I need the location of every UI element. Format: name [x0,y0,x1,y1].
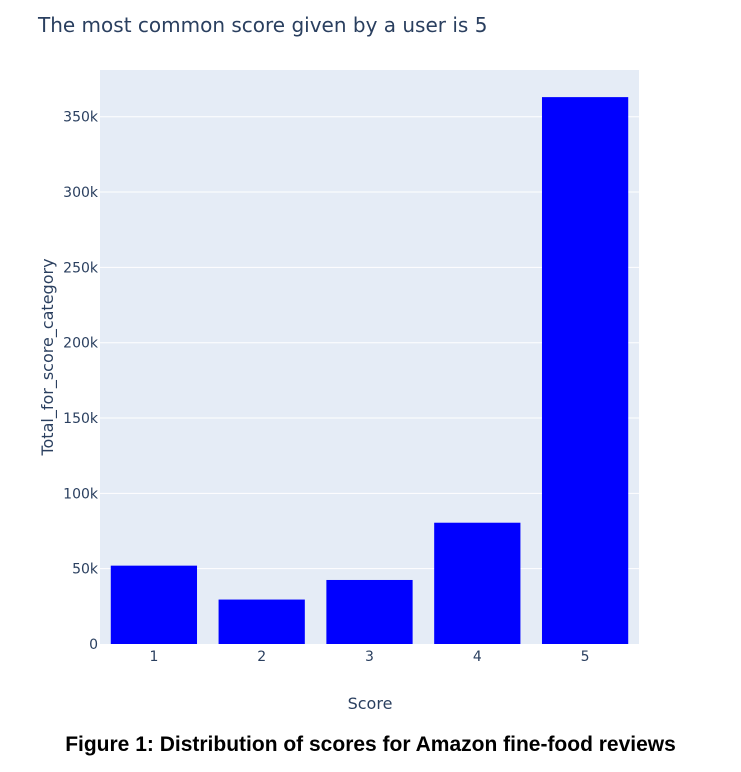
y-tick-label: 100k [63,486,99,502]
y-tick-label: 350k [63,110,99,126]
x-tick-label: 2 [257,649,266,665]
y-tick-label: 150k [63,411,99,427]
figure-caption: Figure 1: Distribution of scores for Ama… [65,733,676,756]
y-tick-label: 300k [63,185,99,201]
y-tick-label: 50k [72,562,99,578]
x-tick-label: 1 [149,649,158,665]
bars [110,97,629,645]
y-tick-label: 0 [89,637,98,653]
y-axis-label: Total_for_score_category [38,258,58,456]
y-tick-label: 250k [63,260,99,276]
x-axis-label: Score [348,694,393,713]
bar-score-2[interactable] [218,599,305,644]
x-tick-label: 3 [365,649,374,665]
x-axis-ticks: 1 2 3 4 5 [149,649,589,665]
y-axis-ticks: 0 50k 100k 150k 200k 250k 300k 350k [63,110,99,653]
y-tick-label: 200k [63,336,99,352]
bar-score-1[interactable] [110,565,198,644]
bar-score-5[interactable] [541,97,629,645]
x-tick-label: 4 [473,649,482,665]
x-tick-label: 5 [581,649,590,665]
bar-chart: The most common score given by a user is… [37,13,639,713]
bar-score-3[interactable] [326,579,413,644]
chart-title: The most common score given by a user is… [37,13,487,37]
bar-score-4[interactable] [434,522,521,644]
